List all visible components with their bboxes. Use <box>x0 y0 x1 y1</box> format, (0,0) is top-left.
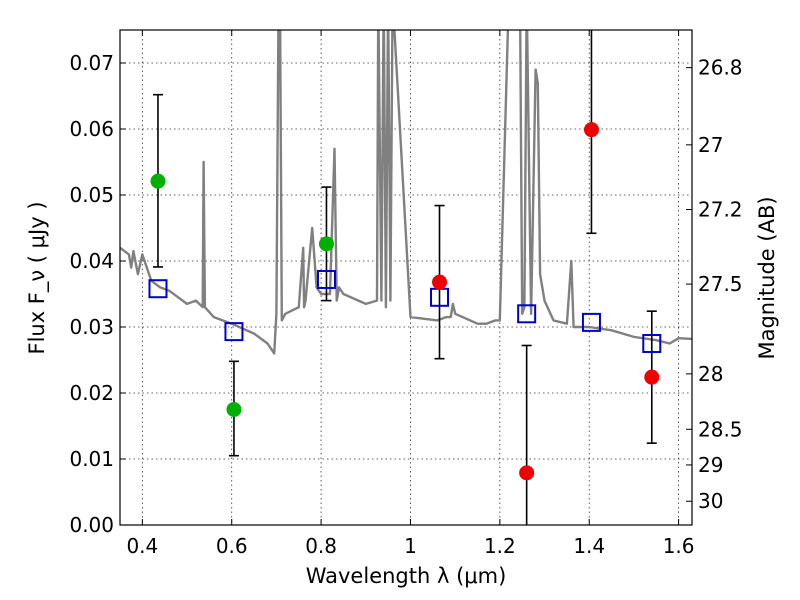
right-tick-label: 27.5 <box>698 272 743 296</box>
x-tick-label: 0.6 <box>216 534 248 558</box>
x-axis-label: Wavelength λ (μm) <box>306 564 507 588</box>
y-tick-label: 0.01 <box>69 447 114 471</box>
spectrum-line <box>120 30 692 355</box>
observed-point <box>432 274 448 290</box>
right-tick-label: 28 <box>698 362 723 386</box>
y-tick-label: 0.06 <box>69 117 114 141</box>
x-tick-label: 1.2 <box>484 534 516 558</box>
model-photometry-point <box>581 312 601 332</box>
plot-frame <box>119 29 693 526</box>
model-photometry-point <box>224 322 244 342</box>
observed-point <box>150 173 166 189</box>
x-tick-label: 0.4 <box>126 534 158 558</box>
right-axis-label: Magnitude (AB) <box>755 196 779 359</box>
x-tick-label: 1 <box>404 534 417 558</box>
y-tick-label: 0.04 <box>69 249 114 273</box>
axes: 0.4 0.6 0.8 1 1.2 1.4 1.6 0.00 0.01 0.02 0.03 0.04 0… <box>69 30 743 558</box>
right-tick-label: 30 <box>698 489 723 513</box>
right-tick-label: 28.5 <box>698 417 743 441</box>
model-photometry-point <box>148 279 168 299</box>
right-tick-label: 29 <box>698 453 723 477</box>
model-photometry-point <box>316 269 336 289</box>
observed-point <box>583 122 599 138</box>
observed-point <box>226 402 242 417</box>
model-photometry-point <box>517 304 537 324</box>
y-tick-label: 0.07 <box>69 51 114 75</box>
y-tick-label: 0.05 <box>69 183 114 207</box>
y-axis-label: Flux F_ν ( μJy ) <box>25 201 50 354</box>
observed-point <box>644 369 660 385</box>
x-tick-label: 1.4 <box>573 534 605 558</box>
right-tick-label: 27 <box>698 133 723 157</box>
x-tick-label: 1.6 <box>663 534 695 558</box>
observed-point <box>318 236 334 252</box>
model-photometry-point <box>642 334 662 353</box>
observed-point <box>519 465 535 481</box>
x-tick-label: 0.8 <box>305 534 337 558</box>
right-tick-label: 27.2 <box>698 198 743 222</box>
plot-area <box>120 30 692 525</box>
y-tick-label: 0.00 <box>69 513 114 537</box>
y-tick-label: 0.03 <box>69 315 114 339</box>
right-tick-label: 26.8 <box>698 56 743 80</box>
y-tick-label: 0.02 <box>69 381 114 405</box>
